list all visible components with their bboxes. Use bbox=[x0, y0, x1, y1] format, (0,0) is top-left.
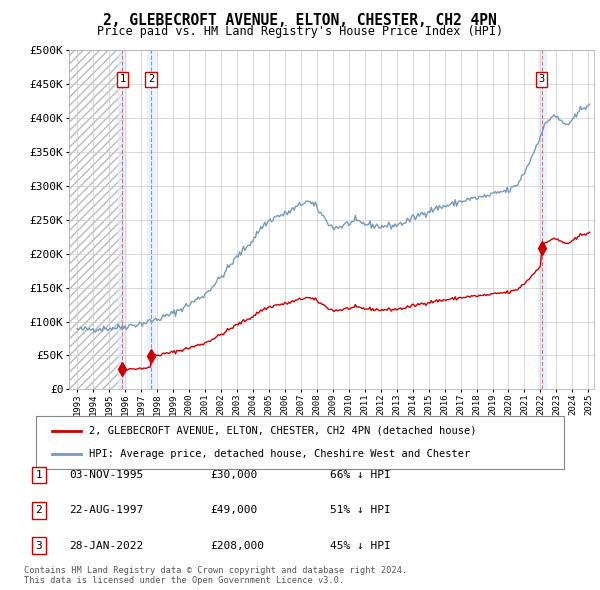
Text: 2: 2 bbox=[148, 74, 154, 84]
Text: £30,000: £30,000 bbox=[210, 470, 257, 480]
Text: 2, GLEBECROFT AVENUE, ELTON, CHESTER, CH2 4PN (detached house): 2, GLEBECROFT AVENUE, ELTON, CHESTER, CH… bbox=[89, 426, 476, 436]
Text: HPI: Average price, detached house, Cheshire West and Chester: HPI: Average price, detached house, Ches… bbox=[89, 449, 470, 459]
Bar bbox=[147, 50, 155, 389]
Text: Price paid vs. HM Land Registry's House Price Index (HPI): Price paid vs. HM Land Registry's House … bbox=[97, 25, 503, 38]
Text: 45% ↓ HPI: 45% ↓ HPI bbox=[330, 541, 391, 550]
Text: 03-NOV-1995: 03-NOV-1995 bbox=[69, 470, 143, 480]
Text: 22-AUG-1997: 22-AUG-1997 bbox=[69, 506, 143, 515]
Text: 51% ↓ HPI: 51% ↓ HPI bbox=[330, 506, 391, 515]
Text: £208,000: £208,000 bbox=[210, 541, 264, 550]
Text: 3: 3 bbox=[539, 74, 545, 84]
Bar bbox=[538, 50, 545, 389]
Text: 3: 3 bbox=[35, 541, 43, 550]
Text: 1: 1 bbox=[35, 470, 43, 480]
Text: Contains HM Land Registry data © Crown copyright and database right 2024.
This d: Contains HM Land Registry data © Crown c… bbox=[24, 566, 407, 585]
Text: 2: 2 bbox=[35, 506, 43, 515]
Text: 28-JAN-2022: 28-JAN-2022 bbox=[69, 541, 143, 550]
Text: 66% ↓ HPI: 66% ↓ HPI bbox=[330, 470, 391, 480]
Text: £49,000: £49,000 bbox=[210, 506, 257, 515]
Text: 1: 1 bbox=[119, 74, 125, 84]
Bar bbox=[118, 50, 127, 389]
Text: 2, GLEBECROFT AVENUE, ELTON, CHESTER, CH2 4PN: 2, GLEBECROFT AVENUE, ELTON, CHESTER, CH… bbox=[103, 13, 497, 28]
